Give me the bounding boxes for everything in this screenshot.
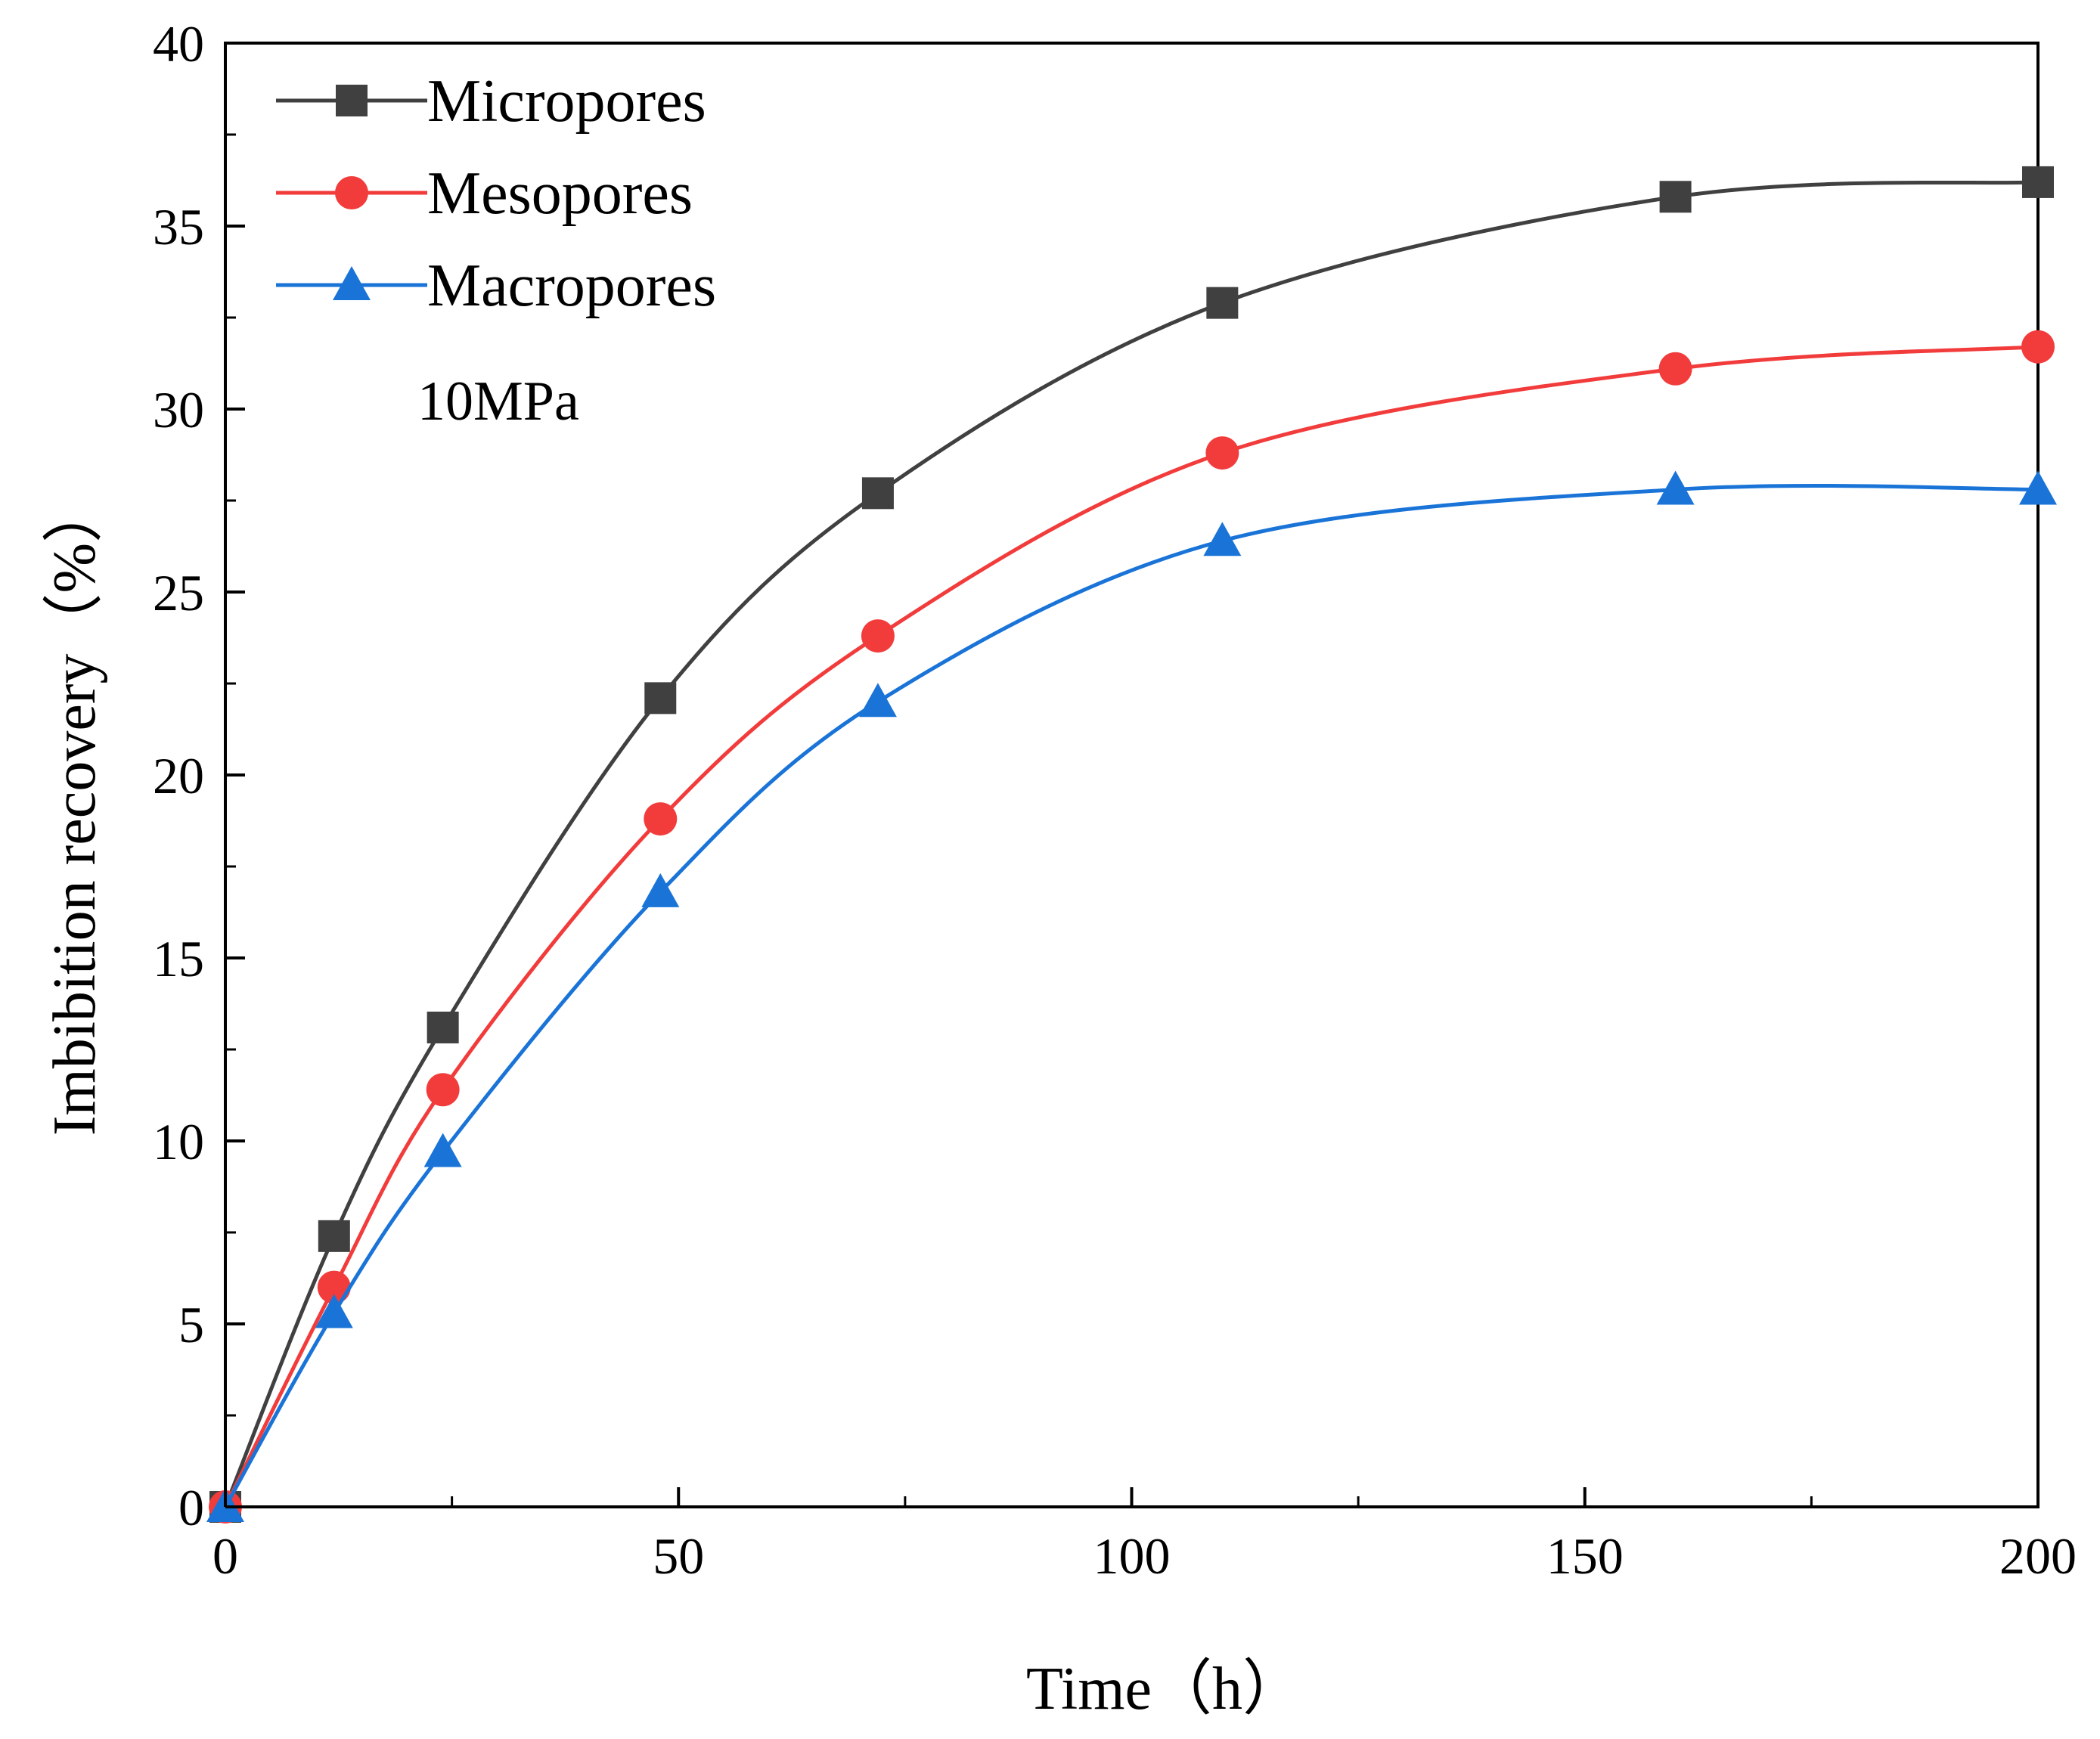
series-line-micropores (223, 180, 2039, 1508)
data-point-macropores (641, 873, 680, 907)
legend-item-mesopores: Mesopores (276, 160, 693, 227)
data-point-micropores (427, 1011, 459, 1043)
legend-item-micropores: Micropores (276, 68, 706, 135)
data-point-mesopores (644, 802, 678, 836)
series-line-macropores (223, 483, 2039, 1508)
series-layer (206, 166, 2057, 1524)
legend-label-mesopores: Mesopores (427, 160, 693, 227)
y-tick-label: 35 (153, 198, 204, 256)
data-point-mesopores (1658, 352, 1692, 386)
x-tick-label: 100 (1093, 1527, 1171, 1585)
y-tick-label: 40 (153, 15, 204, 73)
data-point-mesopores (2021, 330, 2055, 364)
axes-layer: 0 50 100 150 200 0 5 10 15 20 25 30 35 40 (153, 15, 2077, 1585)
data-point-mesopores (861, 619, 895, 653)
x-tick-label: 150 (1546, 1527, 1624, 1585)
legend: Micropores Mesopores Macropores (276, 68, 716, 319)
y-tick-label: 20 (153, 747, 204, 804)
data-point-micropores (1659, 181, 1692, 213)
data-point-micropores (318, 1220, 350, 1252)
data-point-macropores (1656, 470, 1695, 505)
data-point-macropores (858, 683, 897, 718)
legend-marker-micropores (336, 85, 368, 116)
annotation-pressure: 10MPa (417, 370, 579, 432)
y-tick-label: 25 (153, 564, 204, 622)
legend-item-macropores: Macropores (276, 253, 716, 319)
y-tick-label: 15 (153, 930, 204, 987)
data-point-macropores (1203, 522, 1242, 556)
data-point-micropores (2022, 166, 2054, 198)
data-point-mesopores (1205, 436, 1239, 470)
series-macropores (206, 470, 2057, 1522)
data-point-micropores (644, 682, 677, 715)
x-tick-label: 50 (653, 1527, 704, 1585)
data-point-micropores (861, 477, 894, 510)
y-axis-title: Imbibition recovery（%） (42, 482, 108, 1136)
data-point-macropores (423, 1133, 462, 1167)
data-point-micropores (1206, 287, 1239, 319)
legend-label-macropores: Macropores (427, 253, 716, 319)
y-tick-label: 5 (178, 1296, 204, 1353)
y-tick-label: 0 (178, 1479, 204, 1536)
legend-label-micropores: Micropores (427, 68, 706, 135)
data-point-mesopores (426, 1073, 460, 1107)
data-point-mesopores (317, 1270, 351, 1304)
series-line-mesopores (223, 345, 2039, 1508)
x-tick-label: 200 (1999, 1527, 2077, 1585)
x-axis-title: Time（h） (1026, 1656, 1303, 1722)
y-tick-label: 10 (153, 1113, 204, 1170)
series-mesopores (209, 330, 2055, 1524)
legend-marker-macropores (333, 266, 371, 300)
data-point-macropores (2019, 470, 2057, 505)
data-point-macropores (315, 1294, 353, 1328)
x-tick-label: 0 (212, 1527, 238, 1585)
y-tick-label: 30 (153, 381, 204, 439)
legend-marker-mesopores (335, 176, 368, 209)
